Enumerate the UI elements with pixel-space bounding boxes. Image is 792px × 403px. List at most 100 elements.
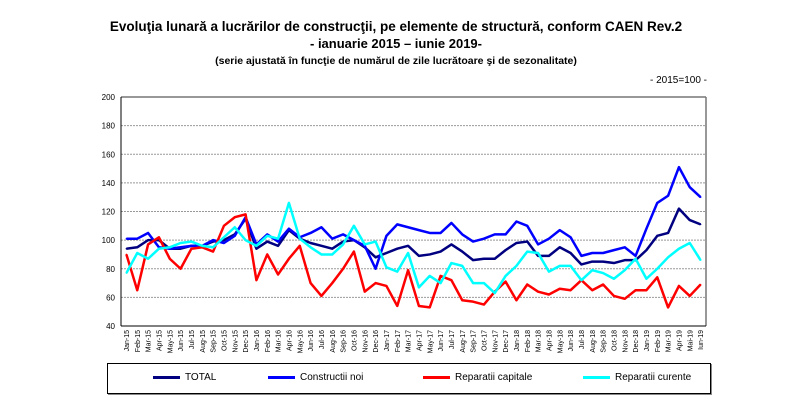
x-tick-label: Mar-17 (406, 330, 413, 352)
x-tick-label: Oct-15 (221, 330, 228, 351)
x-tick-label: May-18 (557, 330, 564, 353)
x-tick-label: Nov-17 (492, 330, 499, 353)
data-point (667, 232, 669, 234)
data-point (179, 242, 182, 244)
data-point (266, 240, 269, 243)
data-point (656, 202, 659, 204)
x-tick-label: Jun-18 (568, 330, 575, 352)
y-tick-label: 80 (106, 265, 115, 274)
data-point (483, 282, 485, 284)
data-point (125, 272, 128, 274)
data-point (537, 243, 539, 246)
x-tick-label: Mar-19 (666, 330, 673, 352)
data-point (407, 269, 409, 271)
data-point (363, 243, 366, 246)
legend: TOTAL Constructii noi Reparatii capitale Re… (107, 363, 711, 394)
data-point (569, 236, 572, 239)
data-point (353, 225, 355, 227)
x-tick-label: Feb-19 (655, 330, 662, 352)
data-point (602, 252, 604, 254)
data-point (613, 262, 615, 264)
data-point (472, 300, 474, 303)
x-tick-label: Aug-16 (330, 330, 337, 353)
data-point (147, 239, 149, 241)
data-point (515, 242, 518, 244)
data-point (298, 245, 301, 247)
x-tick-label: Oct-18 (611, 330, 618, 351)
y-tick-label: 140 (102, 179, 116, 188)
data-point (558, 287, 561, 290)
data-point (168, 246, 171, 249)
data-point (309, 246, 312, 249)
x-tick-label: Apr-19 (676, 330, 683, 351)
legend-item: Constructii noi (268, 372, 363, 383)
data-point (385, 285, 388, 287)
data-point (309, 282, 312, 284)
data-point (331, 237, 334, 240)
legend-label: Reparatii capitale (455, 372, 533, 383)
data-point (515, 265, 518, 267)
data-point (623, 259, 626, 261)
data-point (699, 196, 702, 198)
x-tick-label: Feb-18 (525, 330, 532, 352)
data-point (331, 282, 334, 284)
data-point (418, 255, 420, 257)
data-point (342, 267, 344, 270)
data-point (602, 272, 604, 274)
data-point (461, 233, 464, 236)
x-tick-label: Nov-16 (362, 330, 369, 353)
data-point (233, 226, 236, 229)
data-point (548, 255, 550, 257)
data-point (699, 259, 702, 261)
data-point (634, 255, 637, 257)
x-tick-label: Dec-18 (633, 330, 640, 353)
data-point (223, 239, 225, 241)
data-point (418, 229, 420, 231)
chart-subtitle: - ianuarie 2015 – iunie 2019- (310, 36, 482, 51)
data-point (558, 246, 561, 249)
data-point (623, 269, 626, 271)
data-point (288, 227, 290, 230)
data-point (678, 166, 680, 168)
x-tick-label: Aug-18 (590, 330, 597, 353)
data-point (363, 290, 366, 293)
data-point (255, 279, 258, 282)
data-point (255, 247, 258, 250)
data-point (407, 226, 409, 229)
data-point (623, 246, 626, 249)
data-point (396, 247, 399, 250)
x-tick-label: Nov-15 (232, 330, 239, 353)
x-tick-label: Aug-17 (460, 330, 467, 353)
data-point (255, 245, 258, 247)
data-point (320, 253, 323, 256)
x-tick-label: Mar-18 (536, 330, 543, 352)
data-point (125, 247, 128, 250)
data-point (645, 227, 648, 230)
x-tick-label: Dec-15 (243, 330, 250, 353)
x-tick-label: Aug-15 (200, 330, 207, 353)
x-tick-label: May-16 (297, 330, 304, 353)
data-point (277, 273, 279, 276)
data-point (136, 246, 139, 249)
legend-swatch (268, 376, 295, 379)
x-tick-label: Jan-17 (384, 330, 391, 352)
data-point (212, 239, 214, 241)
data-point (667, 194, 669, 197)
data-point (558, 265, 561, 267)
data-point (374, 282, 377, 284)
data-point (147, 243, 149, 246)
data-point (656, 267, 659, 270)
legend-item: Reparatii curente (583, 372, 691, 383)
data-point (688, 186, 691, 188)
data-point (374, 267, 377, 270)
legend-label: Reparatii curente (615, 372, 692, 383)
data-point (688, 219, 691, 221)
data-point (277, 245, 279, 247)
data-point (591, 252, 594, 254)
x-tick-label: Jul-16 (319, 330, 326, 349)
data-point (634, 289, 637, 292)
chart-note: (serie ajustată în funcţie de numărul de… (215, 55, 577, 67)
x-tick-label: Apr-17 (416, 330, 423, 351)
legend-item: TOTAL (153, 372, 216, 383)
y-tick-label: 160 (102, 150, 116, 159)
